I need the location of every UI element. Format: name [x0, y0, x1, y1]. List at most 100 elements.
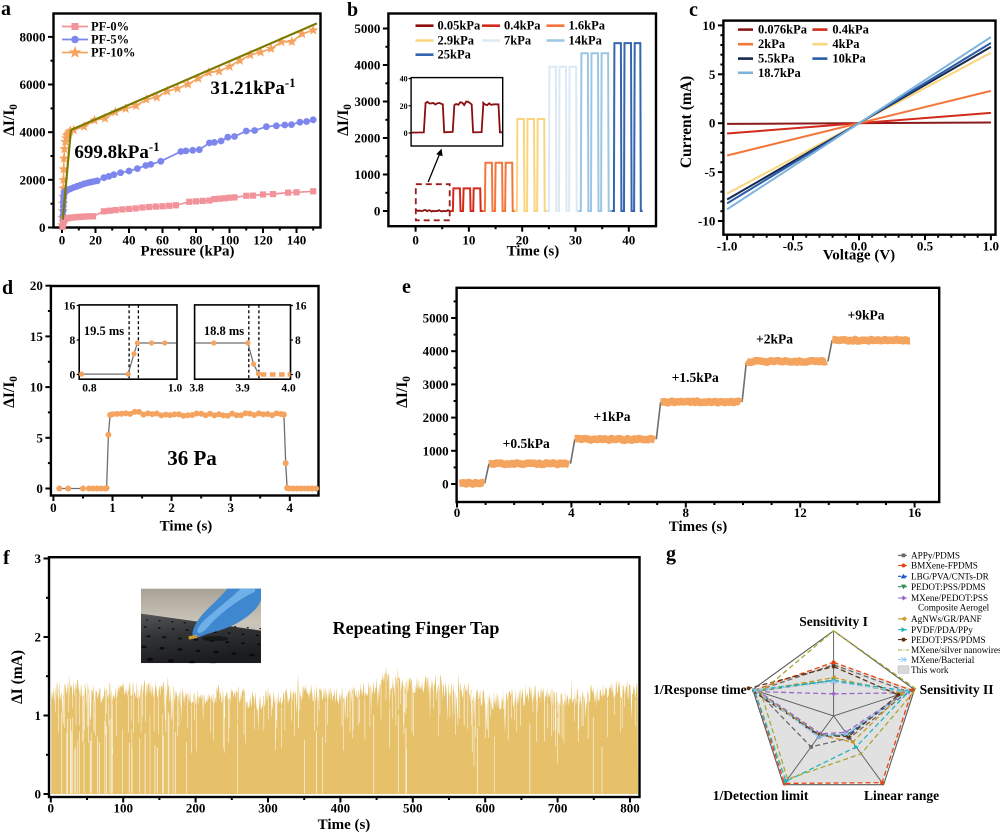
svg-text:2000: 2000 [354, 131, 380, 146]
svg-text:7kPa: 7kPa [504, 34, 532, 48]
svg-text:3000: 3000 [354, 94, 380, 109]
svg-text:Linear range: Linear range [864, 788, 939, 803]
svg-text:0.8: 0.8 [82, 383, 97, 395]
svg-text:2.9kPa: 2.9kPa [438, 34, 475, 48]
svg-text:Sensitivity II: Sensitivity II [920, 682, 994, 697]
svg-text:10: 10 [702, 18, 715, 33]
svg-text:Time (s): Time (s) [507, 244, 560, 260]
svg-text:+2kPa: +2kPa [756, 332, 793, 347]
svg-text:+1.5kPa: +1.5kPa [672, 370, 719, 385]
svg-text:8: 8 [69, 335, 75, 347]
svg-text:1: 1 [35, 708, 42, 723]
svg-text:40: 40 [622, 233, 635, 248]
svg-text:4kPa: 4kPa [832, 37, 860, 51]
svg-text:5000: 5000 [423, 311, 449, 326]
svg-text:1000: 1000 [423, 443, 449, 458]
svg-text:40: 40 [400, 75, 408, 84]
svg-text:0: 0 [39, 220, 46, 235]
svg-text:MXene/Bacterial: MXene/Bacterial [911, 655, 975, 665]
svg-text:1: 1 [109, 500, 116, 515]
svg-text:2000: 2000 [20, 172, 46, 187]
svg-text:f: f [3, 547, 10, 569]
svg-text:14kPa: 14kPa [569, 34, 603, 48]
svg-text:ΔI/I0: ΔI/I0 [335, 104, 354, 136]
svg-text:30: 30 [569, 233, 582, 248]
svg-text:6000: 6000 [20, 77, 46, 92]
svg-text:16: 16 [908, 505, 922, 520]
svg-text:12: 12 [794, 505, 807, 520]
svg-text:0.4kPa: 0.4kPa [832, 23, 869, 37]
svg-text:16: 16 [64, 301, 76, 313]
svg-text:0: 0 [50, 500, 57, 515]
svg-text:PEDOT:PSS/PDMS: PEDOT:PSS/PDMS [911, 582, 986, 592]
svg-text:25kPa: 25kPa [438, 48, 472, 62]
svg-text:0: 0 [404, 129, 408, 138]
svg-text:8: 8 [683, 505, 690, 520]
svg-text:800: 800 [620, 801, 640, 816]
svg-text:PEDOT:PSS/PDMS: PEDOT:PSS/PDMS [911, 635, 986, 645]
svg-text:600: 600 [475, 801, 495, 816]
svg-text:100: 100 [220, 233, 240, 248]
svg-text:4.0: 4.0 [281, 383, 296, 395]
svg-text:18.8 ms: 18.8 ms [204, 324, 244, 338]
svg-text:5: 5 [36, 430, 43, 445]
svg-text:a: a [1, 0, 11, 20]
svg-text:ΔI/I0: ΔI/I0 [394, 376, 413, 408]
svg-text:8: 8 [295, 335, 301, 347]
svg-text:80: 80 [190, 233, 203, 248]
svg-text:MXene/PEDOT:PSS: MXene/PEDOT:PSS [911, 593, 988, 603]
svg-text:40: 40 [123, 233, 136, 248]
svg-text:0: 0 [48, 801, 55, 816]
svg-text:Pressure (kPa): Pressure (kPa) [140, 244, 234, 260]
svg-text:700: 700 [548, 801, 568, 816]
svg-text:20: 20 [89, 233, 102, 248]
svg-text:16: 16 [295, 301, 307, 313]
svg-text:140: 140 [287, 233, 307, 248]
svg-text:+1kPa: +1kPa [594, 409, 631, 424]
svg-text:Repeating Finger Tap: Repeating Finger Tap [333, 618, 500, 638]
svg-text:3000: 3000 [423, 377, 449, 392]
svg-text:20: 20 [516, 233, 529, 248]
svg-text:0.4kPa: 0.4kPa [504, 19, 541, 33]
svg-text:AgNWs/GR/PANF: AgNWs/GR/PANF [911, 614, 982, 624]
svg-text:-5: -5 [705, 165, 716, 180]
svg-text:ΔI (mA): ΔI (mA) [9, 650, 26, 704]
svg-text:8000: 8000 [20, 29, 46, 44]
svg-text:-10: -10 [698, 214, 715, 229]
svg-text:0.05kPa: 0.05kPa [438, 19, 481, 33]
svg-text:100: 100 [113, 801, 133, 816]
svg-text:4000: 4000 [20, 125, 46, 140]
svg-text:20: 20 [30, 278, 43, 293]
svg-text:200: 200 [186, 801, 206, 816]
svg-text:0: 0 [295, 370, 301, 382]
svg-text:5: 5 [709, 67, 716, 82]
svg-text:2000: 2000 [423, 410, 449, 425]
svg-text:2: 2 [35, 630, 42, 645]
svg-text:4000: 4000 [423, 344, 449, 359]
svg-text:2kPa: 2kPa [758, 37, 786, 51]
svg-text:ΔI/I0: ΔI/I0 [1, 104, 20, 136]
svg-text:60: 60 [156, 233, 169, 248]
svg-text:0: 0 [412, 233, 419, 248]
svg-text:4000: 4000 [354, 58, 380, 73]
svg-text:1/Response time: 1/Response time [653, 682, 746, 697]
svg-text:Time (s): Time (s) [318, 817, 371, 833]
svg-text:120: 120 [253, 233, 273, 248]
svg-text:10kPa: 10kPa [832, 52, 866, 66]
svg-text:Time (s): Time (s) [160, 519, 213, 535]
svg-text:+0.5kPa: +0.5kPa [503, 436, 550, 451]
svg-text:BMXene-FPDMS: BMXene-FPDMS [911, 561, 978, 571]
svg-text:LBG/PVA/CNTs-DR: LBG/PVA/CNTs-DR [911, 572, 990, 582]
svg-text:10: 10 [30, 380, 43, 395]
svg-text:0: 0 [374, 204, 381, 219]
svg-text:400: 400 [331, 801, 351, 816]
svg-text:0.0: 0.0 [851, 239, 867, 254]
svg-text:2: 2 [168, 500, 175, 515]
svg-text:APPy/PDMS: APPy/PDMS [911, 551, 960, 561]
svg-text:1.0: 1.0 [168, 383, 183, 395]
svg-text:ΔI/I0: ΔI/I0 [1, 376, 20, 408]
svg-text:Times (s): Times (s) [669, 519, 727, 535]
svg-text:PVDF/PDA/PPy: PVDF/PDA/PPy [911, 625, 973, 635]
svg-text:-1.0: -1.0 [717, 239, 738, 254]
svg-text:Composite Aerogel: Composite Aerogel [918, 603, 990, 613]
